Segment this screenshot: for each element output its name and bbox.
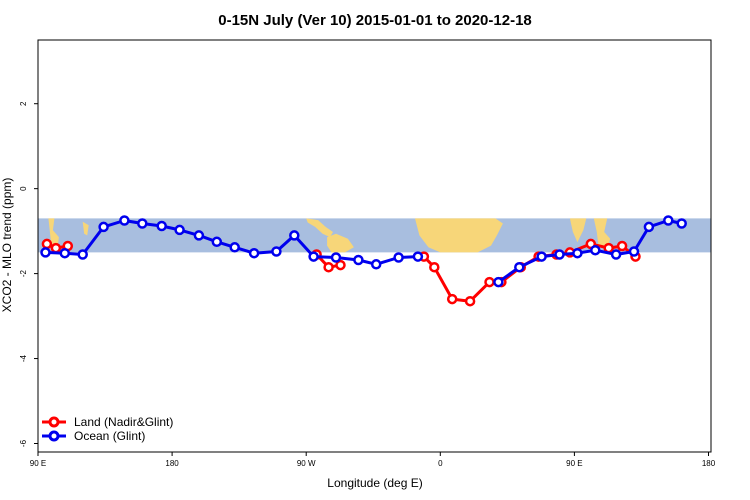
x-tick-label: 90 E [566, 459, 582, 468]
chart-title: 0-15N July (Ver 10) 2015-01-01 to 2020-1… [218, 12, 532, 29]
data-point-ocean [536, 251, 547, 262]
data-point-land [50, 242, 62, 254]
x-tick-label: 180 [702, 459, 716, 468]
data-point-ocean [119, 215, 130, 226]
data-point-ocean [514, 261, 525, 273]
legend-item-ocean: Ocean (Glint) [42, 429, 145, 443]
data-point-ocean [308, 251, 319, 262]
y-tick-label: 2 [19, 101, 28, 106]
data-point-land [429, 261, 440, 273]
legend-ocean-label: Ocean (Glint) [74, 429, 145, 443]
map-land-shapes [48, 218, 611, 253]
data-point-ocean [643, 221, 655, 233]
data-point-ocean [289, 230, 300, 241]
land-philippines [82, 221, 89, 236]
data-point-ocean [98, 221, 109, 233]
data-point-ocean [628, 246, 640, 257]
land-se-asia [593, 218, 611, 249]
data-point-ocean [663, 215, 674, 226]
data-point-land [323, 261, 334, 273]
land-india [569, 218, 587, 243]
data-point-land [464, 295, 476, 307]
x-tick-label: 0 [438, 459, 443, 468]
data-point-ocean [174, 224, 185, 236]
data-point-land [446, 293, 458, 305]
plot-frame [37, 39, 712, 453]
data-point-land [484, 276, 495, 288]
data-point-ocean [412, 251, 424, 262]
data-point-ocean [137, 218, 148, 229]
series-ocean [40, 215, 687, 288]
land-south-america [327, 233, 354, 253]
data-point-ocean [676, 218, 687, 229]
data-point-ocean [77, 249, 88, 260]
data-point-ocean [330, 252, 342, 263]
land-central-america [306, 218, 333, 238]
data-point-land [616, 240, 628, 252]
data-point-ocean [393, 252, 404, 263]
y-tick-label: -2 [19, 270, 28, 278]
data-point-ocean [554, 249, 565, 260]
legend-land-label: Land (Nadir&Glint) [74, 415, 173, 429]
data-point-ocean [572, 247, 583, 259]
y-tick-label: 0 [19, 186, 28, 191]
data-point-land [41, 238, 53, 250]
data-point-land [335, 259, 346, 271]
series-layer [40, 215, 687, 307]
land-africa [415, 218, 503, 253]
x-tick-label: 180 [165, 459, 179, 468]
legend-item-land: Land (Nadir&Glint) [42, 415, 173, 429]
x-axis-label: Longitude (deg E) [327, 476, 422, 490]
legend: Land (Nadir&Glint) Ocean (Glint) [42, 415, 173, 443]
data-point-ocean [248, 247, 260, 259]
y-tick-label: -4 [19, 354, 28, 362]
data-point-ocean [271, 246, 282, 257]
y-tick-label: -6 [19, 439, 28, 447]
x-tick-label: 90 E [30, 459, 46, 468]
data-point-ocean [193, 230, 205, 241]
data-point-ocean [40, 247, 51, 258]
y-axis-ticks: 2 0 -2 -4 -6 [19, 101, 38, 447]
y-axis-label: XCO2 - MLO trend (ppm) [0, 178, 14, 313]
legend-ocean-marker [48, 430, 60, 442]
data-point-ocean [353, 254, 364, 266]
data-point-ocean [610, 249, 622, 260]
legend-land-marker [48, 416, 60, 428]
data-point-ocean [370, 259, 382, 270]
data-point-ocean [59, 247, 71, 259]
data-point-ocean [493, 276, 504, 288]
x-tick-label: 90 W [297, 459, 316, 468]
data-point-ocean [156, 220, 167, 232]
data-point-ocean [590, 244, 601, 256]
data-point-ocean [211, 236, 223, 248]
data-point-ocean [229, 242, 240, 253]
x-axis-ticks: 90 E 180 90 W 0 90 E 180 [30, 452, 716, 468]
